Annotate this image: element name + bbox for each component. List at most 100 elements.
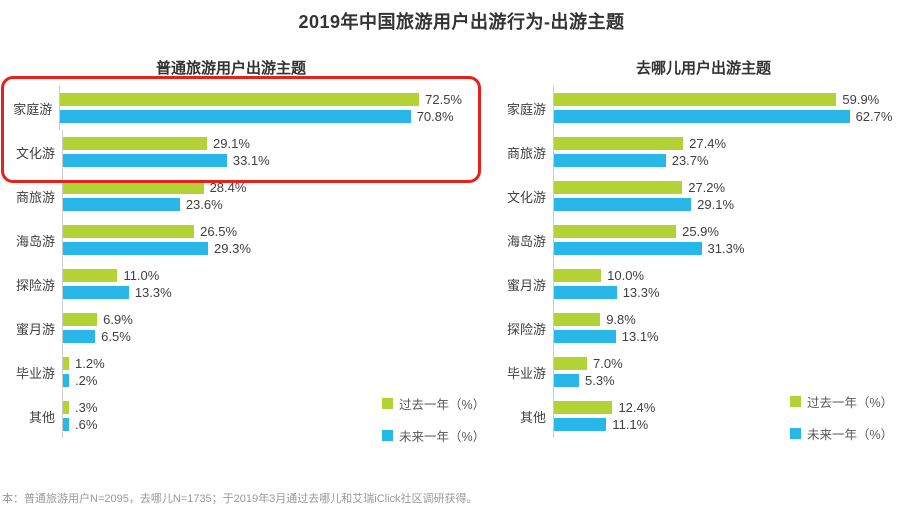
bar bbox=[63, 242, 209, 255]
category-label: 文化游 bbox=[15, 145, 55, 161]
legend-label: 未来一年（%） bbox=[399, 430, 486, 444]
chart-row: 毕业游 7.0% 5.3% bbox=[487, 350, 920, 394]
chart-row: 家庭游 72.5% 70.8% bbox=[0, 86, 462, 130]
bar-value-label: 11.0% bbox=[123, 268, 160, 283]
legend-swatch bbox=[790, 396, 801, 407]
legend-item: 过去一年（%） bbox=[382, 394, 485, 413]
category-label: 探险游 bbox=[506, 321, 546, 337]
chart-rows: 家庭游 59.9% 62.7% 商旅游 27.4% 23.7% 文化游 27.2% 29.1% 海… bbox=[487, 86, 920, 438]
bar-value-label: 62.7% bbox=[855, 109, 893, 124]
bar bbox=[63, 313, 98, 326]
legend-swatch bbox=[382, 398, 393, 409]
bar-value-label: 70.8% bbox=[416, 109, 454, 124]
bar bbox=[554, 137, 684, 150]
bar bbox=[63, 198, 180, 211]
bar bbox=[63, 374, 69, 387]
bar-value-label: 29.3% bbox=[214, 241, 251, 256]
bar bbox=[554, 330, 616, 343]
bar-value-label: 33.1% bbox=[232, 153, 270, 168]
bar bbox=[63, 330, 96, 343]
bar bbox=[63, 181, 204, 194]
legend-swatch bbox=[382, 430, 393, 441]
bar bbox=[63, 418, 69, 431]
bar bbox=[554, 198, 692, 211]
chart-row: 商旅游 28.4% 23.6% bbox=[0, 174, 462, 218]
bar bbox=[554, 401, 613, 414]
bar-value-label: 23.6% bbox=[185, 197, 223, 212]
chart-row: 探险游 11.0% 13.3% bbox=[0, 262, 462, 306]
chart-title-qunar-users: 去哪儿用户出游主题 bbox=[635, 60, 771, 77]
chart-row: 蜜月游 10.0% 13.3% bbox=[487, 262, 920, 306]
chart-row: 毕业游 1.2% .2% bbox=[0, 350, 462, 394]
bar bbox=[554, 110, 850, 123]
chart-legend: 过去一年（%） 未来一年（%） bbox=[790, 392, 893, 443]
legend-label: 未来一年（%） bbox=[807, 428, 894, 442]
bar bbox=[554, 93, 837, 106]
bar-value-label: 23.7% bbox=[671, 153, 709, 168]
chart-row: 蜜月游 6.9% 6.5% bbox=[0, 306, 462, 350]
bar bbox=[554, 357, 587, 370]
bar bbox=[60, 110, 411, 123]
chart-row: 家庭游 59.9% 62.7% bbox=[487, 86, 920, 130]
chart-title-ordinary-users: 普通旅游用户出游主题 bbox=[155, 60, 306, 77]
chart-row: 海岛游 26.5% 29.3% bbox=[0, 218, 462, 262]
bar-value-label: 12.4% bbox=[618, 400, 656, 415]
legend-item: 未来一年（%） bbox=[790, 424, 893, 443]
category-label: 其他 bbox=[28, 409, 55, 425]
bar bbox=[554, 225, 677, 238]
bar-value-label: .3% bbox=[75, 400, 98, 415]
bar bbox=[554, 242, 702, 255]
bar-value-label: 29.1% bbox=[697, 197, 735, 212]
bar-value-label: 6.9% bbox=[103, 312, 133, 327]
category-label: 商旅游 bbox=[506, 145, 546, 161]
category-label: 探险游 bbox=[15, 277, 55, 293]
bar-value-label: 25.9% bbox=[682, 224, 719, 239]
category-label: 毕业游 bbox=[506, 365, 546, 381]
bar bbox=[554, 269, 602, 282]
bar bbox=[554, 313, 601, 326]
bar bbox=[60, 93, 420, 106]
bar-value-label: 9.8% bbox=[606, 312, 636, 327]
bar-value-label: 26.5% bbox=[200, 224, 238, 239]
bar-value-label: 13.3% bbox=[134, 285, 172, 300]
chart-row: 探险游 9.8% 13.1% bbox=[487, 306, 920, 350]
bar bbox=[63, 154, 227, 167]
bar-value-label: 72.5% bbox=[425, 92, 462, 107]
category-label: 家庭游 bbox=[506, 101, 546, 117]
legend-swatch bbox=[790, 428, 801, 439]
bar-value-label: 13.1% bbox=[621, 329, 659, 344]
bar-value-label: 27.2% bbox=[688, 180, 726, 195]
bar-value-label: 7.0% bbox=[593, 356, 623, 371]
bar-value-label: 27.4% bbox=[689, 136, 727, 151]
chart-row: 文化游 27.2% 29.1% bbox=[487, 174, 920, 218]
bar-value-label: 11.1% bbox=[612, 417, 649, 432]
bar-value-label: 59.9% bbox=[842, 92, 880, 107]
chart-row: 海岛游 25.9% 31.3% bbox=[487, 218, 920, 262]
bar bbox=[554, 418, 607, 431]
category-label: 其他 bbox=[519, 409, 546, 425]
legend-item: 过去一年（%） bbox=[790, 392, 893, 411]
chart-legend: 过去一年（%） 未来一年（%） bbox=[382, 394, 485, 445]
source-footnote: 本：普通旅游用户N=2095，去哪儿N=1735；于2019年3月通过去哪儿和艾… bbox=[2, 493, 478, 505]
bar-value-label: .6% bbox=[75, 417, 98, 432]
bar-value-label: 31.3% bbox=[707, 241, 745, 256]
bar-value-label: 1.2% bbox=[75, 356, 105, 371]
category-label: 海岛游 bbox=[15, 233, 55, 249]
bar-value-label: 29.1% bbox=[213, 136, 250, 151]
bar bbox=[554, 181, 683, 194]
chart-panel-qunar-users: 去哪儿用户出游主题 家庭游 59.9% 62.7% 商旅游 27.4% 23.7% 文化游 2… bbox=[487, 58, 920, 442]
category-label: 蜜月游 bbox=[15, 321, 55, 337]
bar-value-label: 10.0% bbox=[607, 268, 645, 283]
category-label: 海岛游 bbox=[506, 233, 546, 249]
category-label: 家庭游 bbox=[13, 101, 53, 117]
bar-value-label: 13.3% bbox=[622, 285, 660, 300]
bar bbox=[63, 269, 118, 282]
bar bbox=[63, 357, 69, 370]
bar bbox=[63, 401, 69, 414]
bar bbox=[63, 286, 129, 299]
category-label: 蜜月游 bbox=[506, 277, 546, 293]
chart-row: 文化游 29.1% 33.1% bbox=[0, 130, 462, 174]
chart-row: 其他 12.4% 11.1% bbox=[487, 394, 920, 438]
chart-row: 商旅游 27.4% 23.7% bbox=[487, 130, 920, 174]
